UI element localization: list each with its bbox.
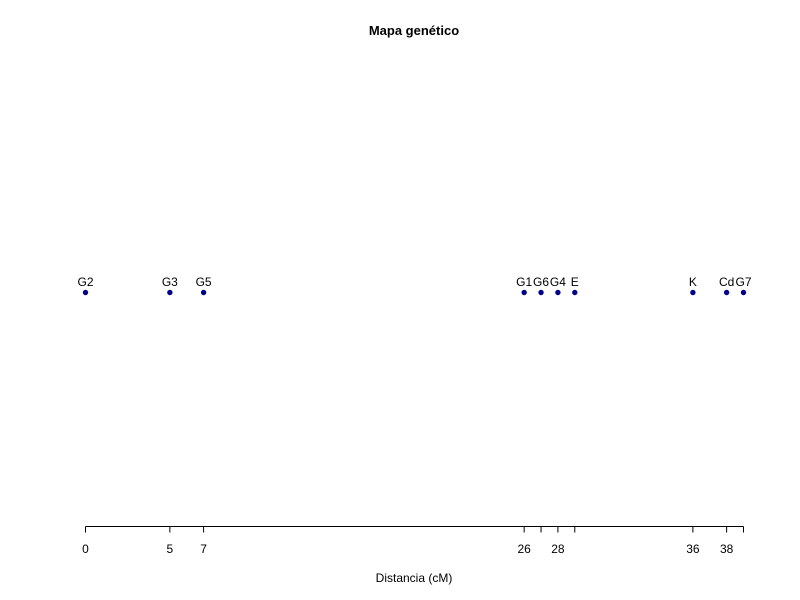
marker-label: G7 xyxy=(735,275,751,289)
marker-point xyxy=(167,289,173,296)
x-tick-label: 28 xyxy=(551,542,565,556)
marker-label: E xyxy=(571,275,579,289)
x-tick-label: 26 xyxy=(517,542,531,556)
x-tick-label: 5 xyxy=(167,542,174,556)
marker-point xyxy=(740,289,747,296)
marker-label: G4 xyxy=(550,275,566,289)
x-tick-label: 36 xyxy=(686,542,700,556)
x-tick-label: 0 xyxy=(82,542,89,556)
x-axis-title: Distancia (cM) xyxy=(376,571,453,585)
marker-point xyxy=(690,289,696,296)
marker-point xyxy=(723,289,730,296)
chart-title: Mapa genético xyxy=(369,23,459,38)
marker-point xyxy=(572,289,578,296)
marker-label: G1 xyxy=(516,275,532,289)
marker-point xyxy=(521,289,527,296)
x-axis-ticks: 0 5 7 26 28 36 38 xyxy=(82,526,744,556)
marker-point xyxy=(538,289,544,296)
marker-label: G2 xyxy=(77,275,93,289)
x-axis: 0 5 7 26 28 36 38 xyxy=(82,526,744,556)
marker-label: G3 xyxy=(162,275,178,289)
marker-label: G6 xyxy=(533,275,549,289)
marker-point xyxy=(555,289,561,296)
x-tick-label: 38 xyxy=(720,542,734,556)
points-layer: G2 G3 G5 G1 G6 G4 E K Cd G7 xyxy=(77,275,752,296)
marker-point xyxy=(82,289,89,296)
marker-label: K xyxy=(689,275,697,289)
x-tick-label: 7 xyxy=(200,542,207,556)
marker-point xyxy=(200,289,207,296)
marker-label: G5 xyxy=(196,275,212,289)
marker-label: Cd xyxy=(719,275,734,289)
